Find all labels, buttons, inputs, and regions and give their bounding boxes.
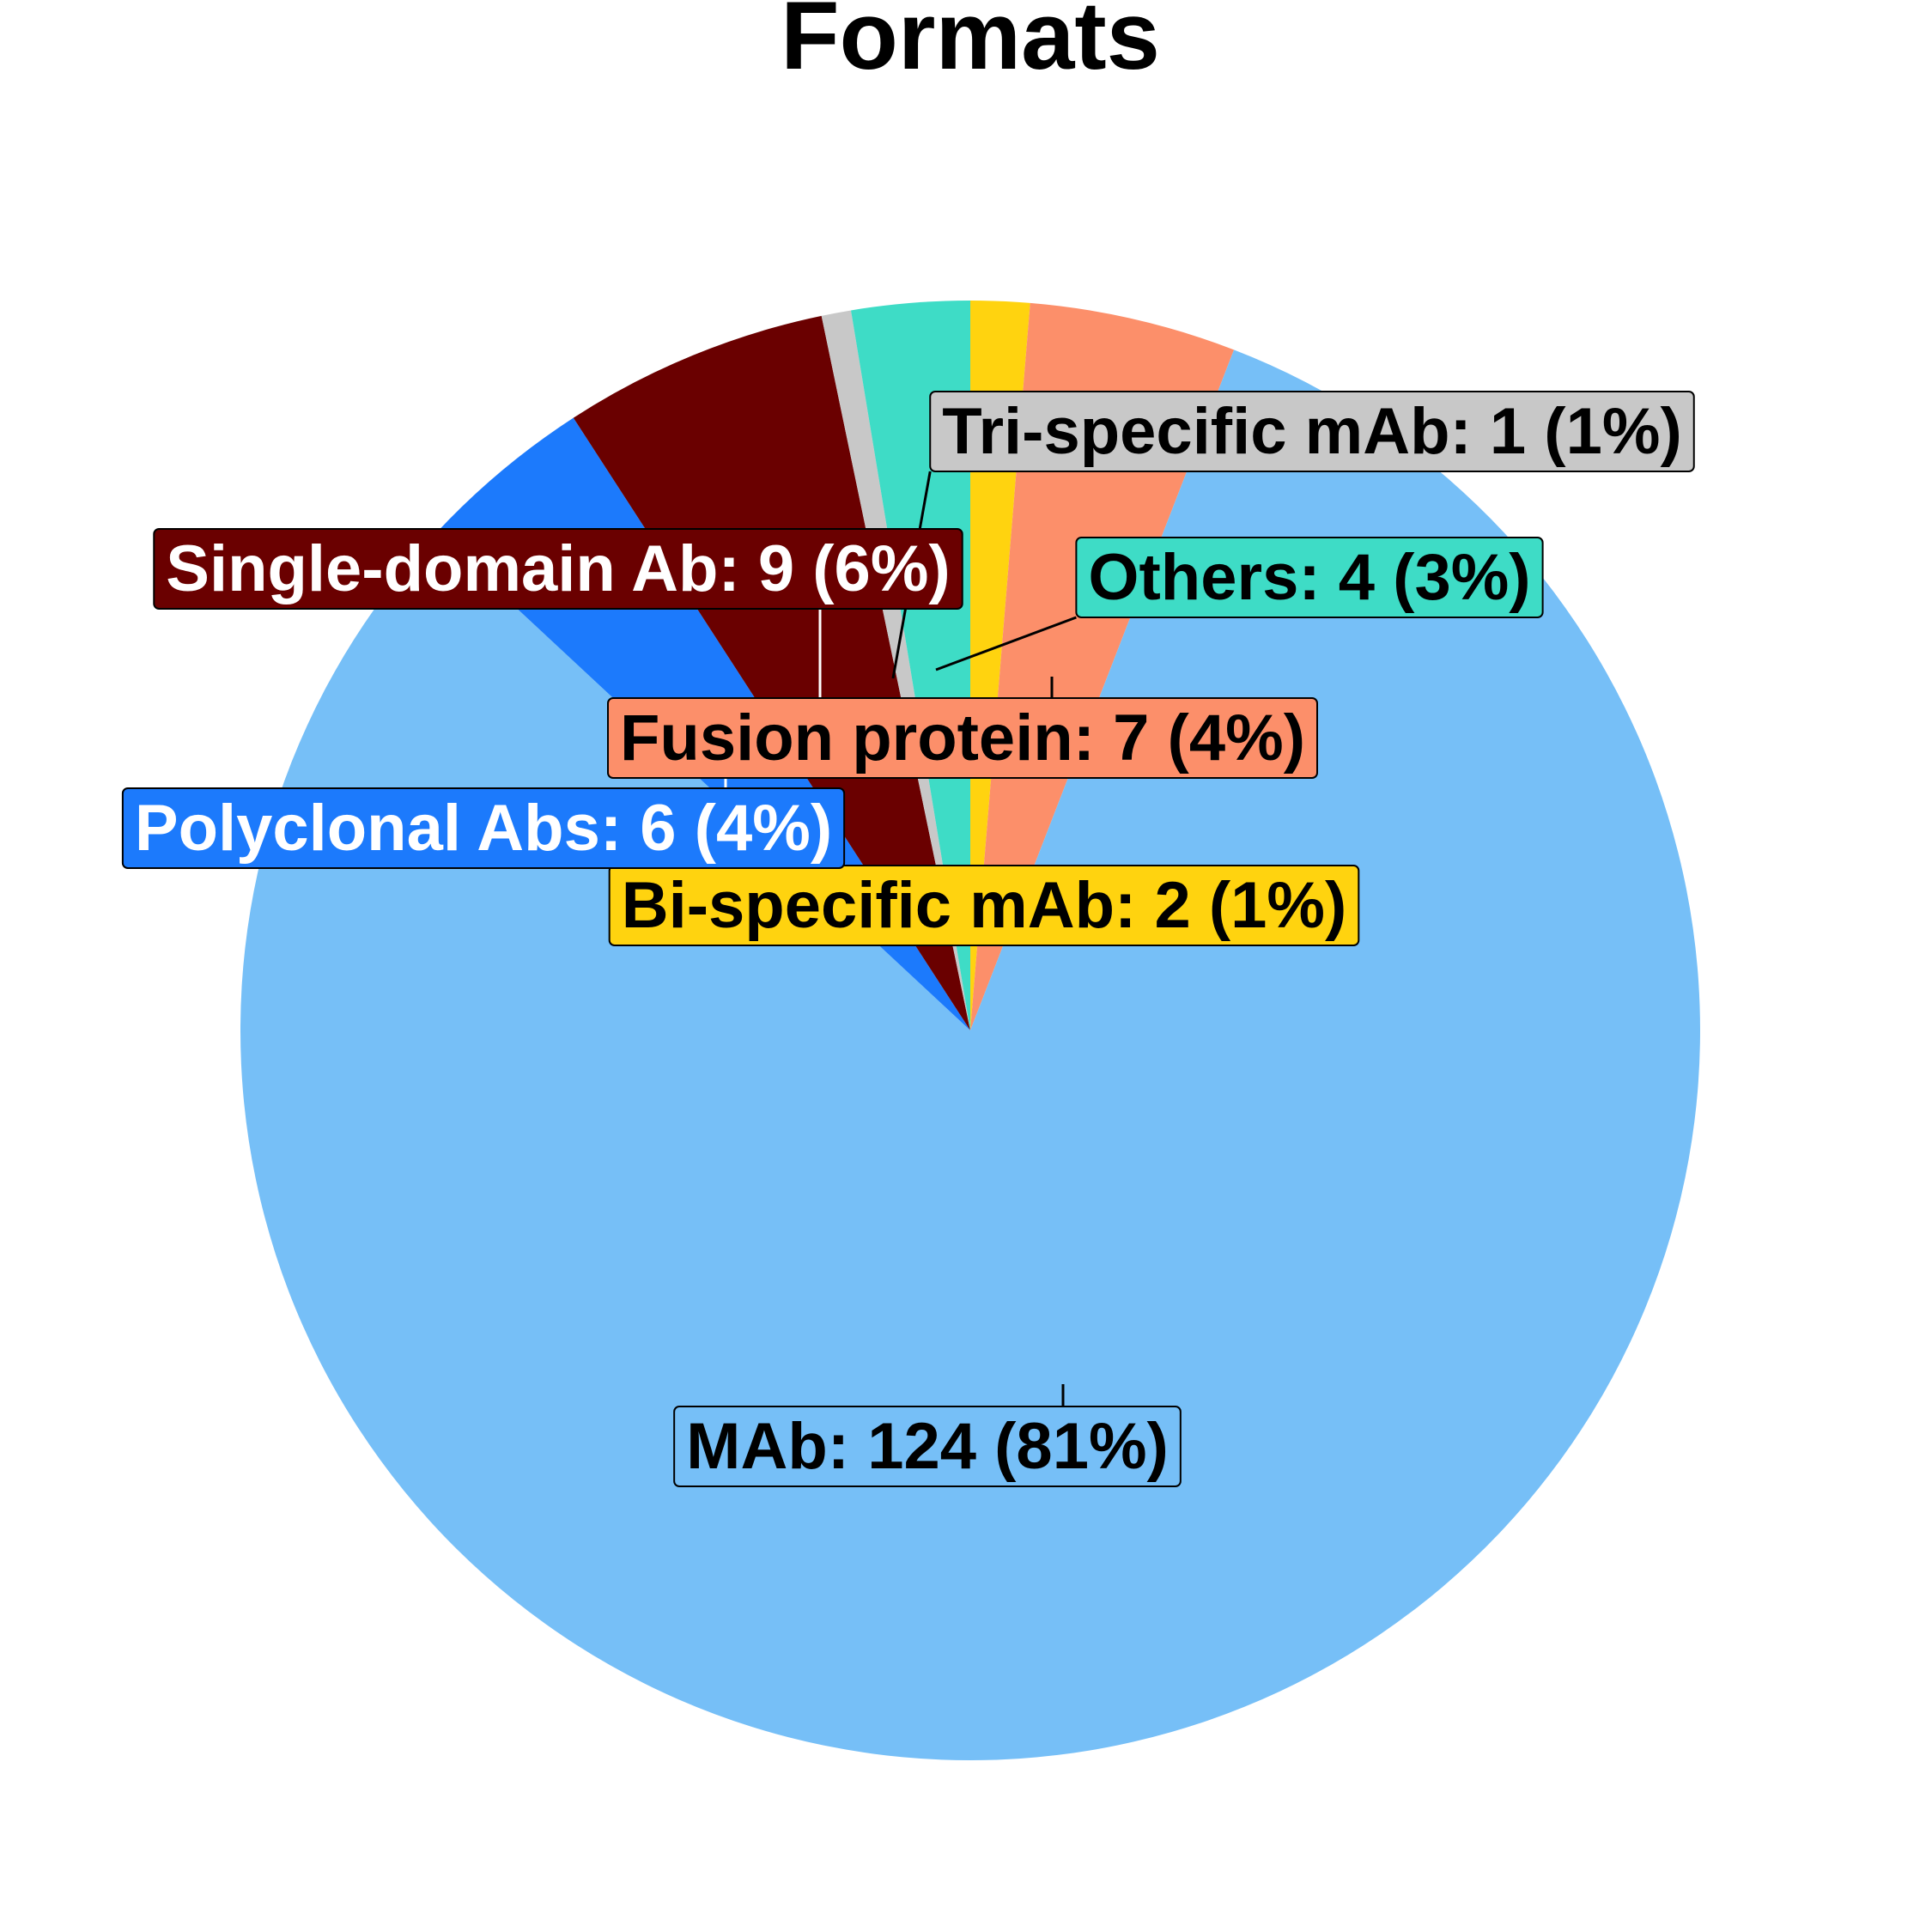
slice-label-box-single-domain-ab	[153, 528, 963, 610]
leader-line-others	[935, 616, 1077, 671]
pie-slice-bi-specific-mab	[970, 301, 1030, 1030]
slice-label-box-fusion-protein	[607, 697, 1318, 779]
slice-label-others: Others: 4 (3%)	[1088, 541, 1530, 614]
slice-label-single-domain-ab: Single-domain Ab: 9 (6%)	[166, 532, 950, 605]
slice-label-mab: MAb: 124 (81%)	[686, 1410, 1169, 1483]
slice-label-polyclonal-abs: Polyclonal Abs: 6 (4%)	[135, 792, 832, 865]
chart-title: Formats	[781, 0, 1160, 89]
pie-slice-others	[851, 301, 970, 1030]
slice-label-box-tri-specific-mab	[929, 391, 1695, 472]
slice-label-box-mab	[673, 1406, 1182, 1487]
slice-label-fusion-protein: Fusion protein: 7 (4%)	[620, 702, 1305, 775]
slice-label-box-bi-specific-mab	[608, 865, 1360, 946]
pie-slice-mab	[240, 349, 1701, 1761]
slice-label-box-others	[1075, 537, 1544, 618]
slice-label-box-polyclonal-abs	[121, 787, 846, 869]
pie-slice-single-domain-ab	[573, 315, 970, 1030]
pie-slice-tri-specific-mab	[821, 310, 970, 1030]
pie-slice-fusion-protein	[970, 302, 1235, 1031]
slice-label-bi-specific-mab: Bi-specific mAb: 2 (1%)	[622, 869, 1347, 942]
slice-labels: Bi-specific mAb: 2 (1%) Fusion protein: 7…	[121, 391, 1695, 1487]
pie-slices	[240, 301, 1701, 1761]
slice-label-tri-specific-mab: Tri-specific mAb: 1 (1%)	[942, 395, 1682, 468]
